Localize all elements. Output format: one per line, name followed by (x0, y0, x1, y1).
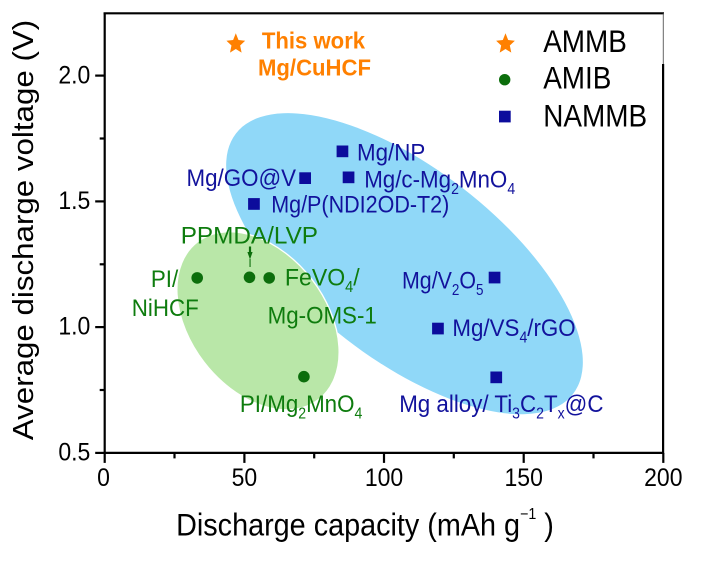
svg-text:2.0: 2.0 (58, 61, 90, 89)
svg-text:Mg/CuHCF: Mg/CuHCF (258, 55, 371, 80)
svg-text:This work: This work (262, 28, 366, 53)
svg-text:PI/: PI/ (151, 265, 179, 292)
svg-text:1.0: 1.0 (58, 313, 90, 341)
svg-text:50: 50 (232, 464, 258, 492)
svg-text:PPMDA/LVP: PPMDA/LVP (181, 223, 318, 250)
svg-text:NiHCF: NiHCF (132, 294, 199, 321)
svg-text:Discharge capacity (mAh g−1 ): Discharge capacity (mAh g−1 ) (176, 507, 554, 543)
svg-text:AMIB: AMIB (543, 61, 611, 96)
svg-text:Mg-OMS-1: Mg-OMS-1 (268, 302, 377, 329)
svg-text:0.5: 0.5 (58, 439, 90, 467)
svg-text:150: 150 (505, 464, 543, 492)
svg-text:NAMMB: NAMMB (543, 99, 647, 134)
svg-text:AMMB: AMMB (543, 24, 627, 59)
svg-text:0: 0 (97, 464, 110, 492)
svg-text:Average discharge voltage (V): Average discharge voltage (V) (8, 20, 40, 440)
svg-text:100: 100 (365, 464, 403, 492)
svg-text:1.5: 1.5 (58, 187, 90, 215)
svg-text:Mg/NP: Mg/NP (357, 139, 425, 166)
svg-text:Mg/P(NDI2OD-T2): Mg/P(NDI2OD-T2) (271, 190, 449, 218)
svg-text:Mg/V2O5: Mg/V2O5 (402, 266, 483, 299)
svg-text:200: 200 (644, 464, 682, 492)
svg-text:Mg/GO@V: Mg/GO@V (187, 164, 297, 191)
